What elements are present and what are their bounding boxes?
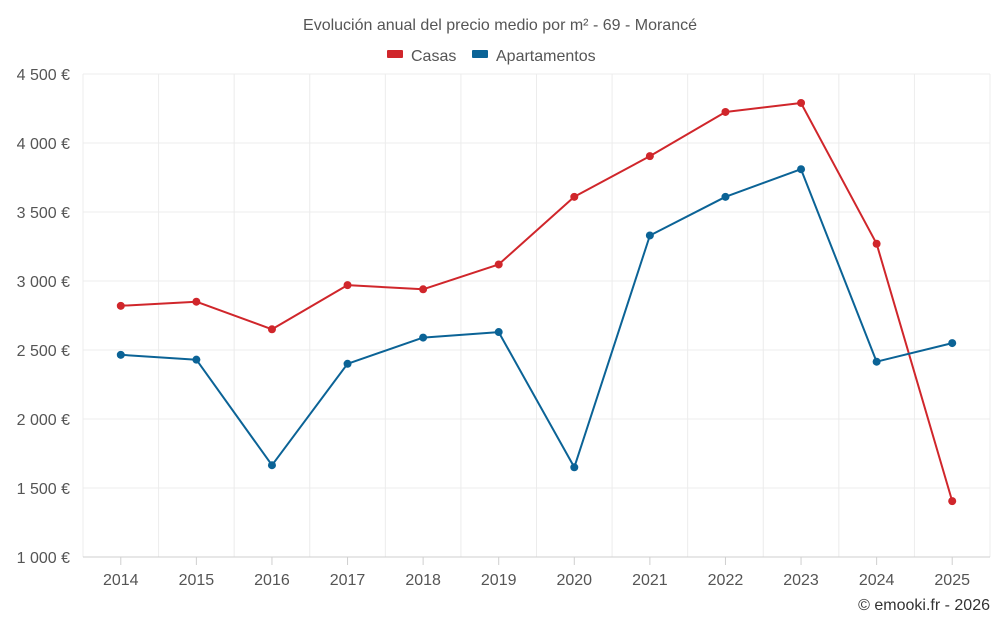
series — [116, 98, 957, 506]
data-point-casas[interactable] — [343, 281, 352, 290]
data-point-apartamentos[interactable] — [948, 339, 957, 348]
grid — [82, 73, 991, 557]
data-point-apartamentos[interactable] — [343, 359, 352, 368]
y-tick-label: 1 500 € — [17, 481, 70, 498]
legend-item-casas[interactable]: Casas — [387, 48, 456, 65]
x-tick-label: 2019 — [481, 572, 517, 589]
legend-swatch-casas — [387, 50, 403, 58]
data-point-apartamentos[interactable] — [267, 461, 276, 470]
x-tick-label: 2018 — [405, 572, 441, 589]
data-point-apartamentos[interactable] — [797, 165, 806, 174]
data-point-apartamentos[interactable] — [116, 350, 125, 359]
x-axis: 2014 2015 2016 2017 2018 2019 2020 2021 2022 2023… — [83, 556, 990, 589]
chart-title: Evolución anual del precio medio por m² … — [303, 17, 697, 34]
x-tick-label: 2021 — [632, 572, 668, 589]
data-point-casas[interactable] — [872, 239, 881, 248]
x-tick-label: 2023 — [783, 572, 819, 589]
x-tick-label: 2022 — [708, 572, 744, 589]
x-tick-label: 2014 — [103, 572, 139, 589]
y-tick-label: 2 000 € — [17, 412, 70, 429]
y-tick-label: 2 500 € — [17, 343, 70, 360]
data-point-apartamentos[interactable] — [419, 333, 428, 342]
data-point-apartamentos[interactable] — [494, 328, 503, 337]
y-tick-label: 3 500 € — [17, 205, 70, 222]
y-tick-label: 3 000 € — [17, 274, 70, 291]
x-tick-label: 2024 — [859, 572, 895, 589]
x-tick-label: 2015 — [179, 572, 215, 589]
y-tick-label: 4 000 € — [17, 136, 70, 153]
series-line-apartamentos — [120, 168, 953, 469]
data-point-casas[interactable] — [116, 301, 125, 310]
data-point-casas[interactable] — [267, 325, 276, 334]
data-point-apartamentos[interactable] — [872, 357, 881, 366]
data-point-casas[interactable] — [192, 297, 201, 306]
x-tick-label: 2025 — [934, 572, 970, 589]
data-point-apartamentos[interactable] — [192, 355, 201, 364]
legend-swatch-apartamentos — [472, 50, 488, 58]
y-axis: 1 000 € 1 500 € 2 000 € 2 500 € 3 000 € 3 500… — [17, 67, 70, 567]
data-point-casas[interactable] — [721, 107, 730, 116]
x-tick-label: 2016 — [254, 572, 290, 589]
legend-item-apartamentos[interactable]: Apartamentos — [472, 48, 596, 65]
data-point-apartamentos[interactable] — [645, 231, 654, 240]
series-line-casas — [120, 102, 954, 502]
data-point-casas[interactable] — [948, 497, 957, 506]
x-tick-label: 2020 — [556, 572, 592, 589]
legend-label-casas: Casas — [411, 48, 456, 65]
legend-label-apartamentos: Apartamentos — [496, 48, 596, 65]
y-tick-label: 1 000 € — [17, 550, 70, 567]
data-point-apartamentos[interactable] — [570, 463, 579, 472]
series-casas — [116, 98, 957, 506]
data-point-apartamentos[interactable] — [721, 192, 730, 201]
data-point-casas[interactable] — [419, 285, 428, 294]
series-apartamentos — [116, 165, 957, 472]
x-tick-label: 2017 — [330, 572, 366, 589]
data-point-casas[interactable] — [570, 192, 579, 201]
data-point-casas[interactable] — [494, 260, 503, 269]
credit-text: © emooki.fr - 2026 — [858, 597, 990, 614]
data-point-casas[interactable] — [645, 152, 654, 161]
y-tick-label: 4 500 € — [17, 67, 70, 84]
legend: Casas Apartamentos — [387, 48, 596, 65]
data-point-casas[interactable] — [797, 98, 806, 107]
